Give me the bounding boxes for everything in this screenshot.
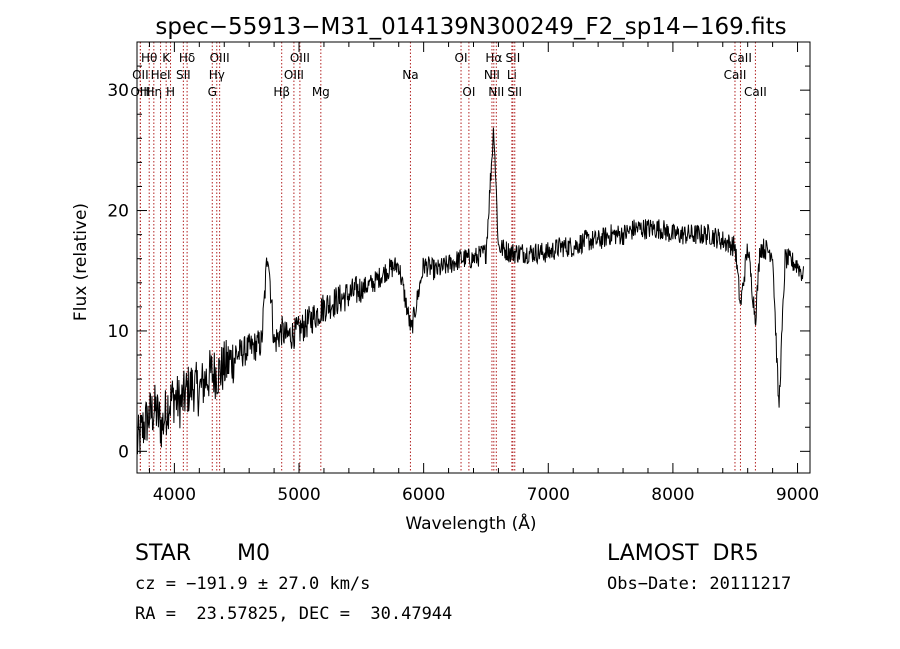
spectral-line-label: K: [162, 51, 171, 65]
redshift-velocity: cz = −191.9 ± 27.0 km/s: [135, 574, 371, 594]
spectral-line-label: SII: [507, 85, 522, 99]
spectral-line-label: NII: [484, 68, 500, 82]
axes: 4000 5000 6000 7000 8000 9000 0 10 20 30: [107, 41, 819, 505]
y-tick-label: 0: [118, 442, 129, 462]
x-tick-label: 6000: [402, 485, 445, 505]
spectral-line-label: CaII: [744, 85, 767, 99]
spectral-line-label: Hα: [485, 51, 502, 65]
spectrum-line: [136, 127, 804, 455]
chart-title: spec−55913−M31_014139N300249_F2_sp14−169…: [155, 14, 786, 40]
spectral-line-label: H: [166, 85, 175, 99]
spectral-line-label: Li: [507, 68, 517, 82]
survey-label: LAMOST DR5: [607, 541, 759, 566]
spectral-line-label: G: [208, 85, 217, 99]
spectral-line-label: Hβ: [273, 85, 290, 99]
subclass-label: M0: [237, 541, 270, 566]
spectral-line-label: OIII: [210, 51, 230, 65]
coordinates: RA = 23.57825, DEC = 30.47944: [135, 604, 453, 624]
spectral-line-label: OI: [455, 51, 468, 65]
x-axis-label: Wavelength (Å): [405, 512, 536, 534]
spectral-line-label: SII: [176, 68, 191, 82]
y-axis-label: Flux (relative): [71, 203, 91, 321]
x-tick-label: 8000: [651, 485, 694, 505]
spectral-line-label: OI: [462, 85, 475, 99]
spectral-line-label: Mg: [312, 85, 330, 99]
x-tick-label: 9000: [776, 485, 819, 505]
spectral-line-label: NII: [488, 85, 504, 99]
spectrum-series: [136, 127, 804, 455]
spectral-line-label: SII: [506, 51, 521, 65]
spectral-line-label: OIII: [290, 51, 310, 65]
spectral-line-label: Hδ: [179, 51, 195, 65]
spectral-line-label: OIII: [130, 85, 150, 99]
observation-date: Obs−Date: 20111217: [607, 574, 792, 594]
y-tick-label: 20: [107, 202, 129, 222]
spectral-line-label: CaII: [724, 68, 747, 82]
x-tick-label: 5000: [277, 485, 320, 505]
class-label: STAR: [135, 541, 192, 566]
spectral-line-label: OIII: [284, 68, 304, 82]
spectral-line-label: HeI: [151, 68, 171, 82]
spectral-line-label: Hγ: [209, 68, 225, 82]
y-tick-label: 10: [107, 322, 129, 342]
spectral-line-label: Hθ: [141, 51, 157, 65]
spectral-line-label: Hη: [146, 85, 163, 99]
spectral-line-label: Na: [402, 68, 418, 82]
spectral-line-label: CaII: [729, 51, 752, 65]
x-tick-label: 7000: [527, 485, 570, 505]
x-tick-label: 4000: [153, 485, 196, 505]
y-tick-label: 30: [107, 81, 129, 101]
